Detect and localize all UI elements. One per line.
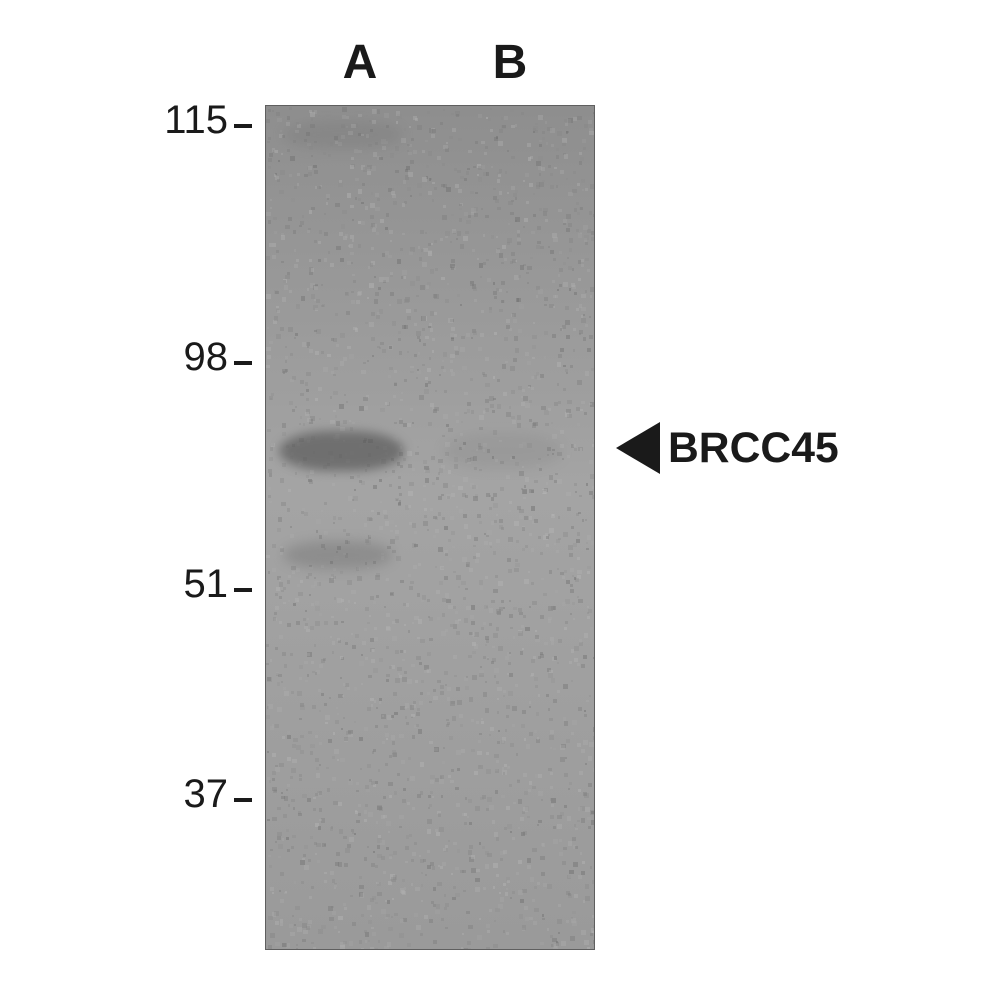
mw-marker-label: 98 bbox=[108, 335, 228, 380]
mw-marker-tick bbox=[234, 124, 252, 128]
lane-label: B bbox=[480, 35, 540, 90]
mw-marker-label: 37 bbox=[108, 772, 228, 817]
mw-marker-tick bbox=[234, 798, 252, 802]
figure-root: A B 115 98 51 37 BRCC45 bbox=[0, 0, 1000, 1000]
mw-marker-tick bbox=[234, 588, 252, 592]
blot-band bbox=[283, 541, 393, 569]
band-pointer-arrowhead bbox=[616, 422, 660, 474]
lane-label: A bbox=[330, 35, 390, 90]
mw-marker-tick bbox=[234, 361, 252, 365]
western-blot-membrane bbox=[265, 105, 595, 950]
blot-bands-layer bbox=[266, 106, 594, 949]
blot-band bbox=[283, 121, 403, 149]
mw-marker-label: 115 bbox=[108, 98, 228, 143]
band-pointer-label: BRCC45 bbox=[668, 424, 839, 473]
blot-band bbox=[443, 433, 563, 469]
mw-marker-label: 51 bbox=[108, 562, 228, 607]
blot-band bbox=[279, 431, 404, 471]
